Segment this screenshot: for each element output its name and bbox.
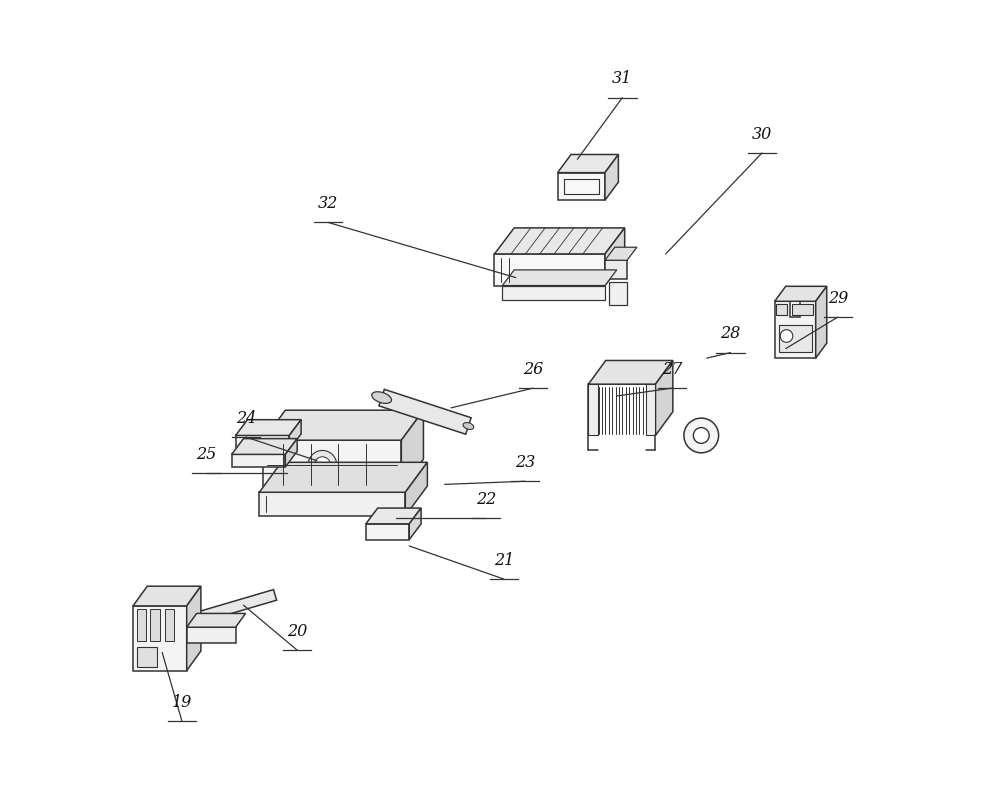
Text: 23: 23: [515, 454, 535, 471]
Polygon shape: [165, 609, 174, 641]
Circle shape: [315, 457, 330, 473]
Polygon shape: [289, 420, 301, 450]
Polygon shape: [405, 463, 427, 516]
Polygon shape: [259, 463, 427, 493]
Text: 24: 24: [236, 409, 256, 427]
Text: 19: 19: [172, 694, 192, 711]
Text: 30: 30: [752, 126, 772, 143]
Polygon shape: [137, 609, 146, 641]
Polygon shape: [232, 439, 297, 455]
Polygon shape: [187, 614, 246, 627]
Text: 21: 21: [494, 552, 514, 569]
Bar: [776, 304, 787, 314]
Polygon shape: [236, 420, 301, 436]
Polygon shape: [605, 228, 625, 285]
Polygon shape: [588, 360, 673, 384]
Polygon shape: [558, 154, 618, 173]
Polygon shape: [137, 647, 157, 668]
Text: 29: 29: [828, 290, 848, 307]
Ellipse shape: [463, 423, 474, 429]
Polygon shape: [366, 508, 421, 524]
Polygon shape: [502, 270, 617, 285]
Circle shape: [780, 329, 793, 342]
Polygon shape: [775, 286, 827, 301]
Polygon shape: [263, 410, 423, 440]
Text: 22: 22: [476, 491, 496, 508]
Polygon shape: [779, 325, 812, 352]
Polygon shape: [605, 247, 637, 261]
Text: 27: 27: [662, 361, 682, 378]
Text: 25: 25: [196, 446, 217, 463]
Polygon shape: [133, 606, 187, 671]
Polygon shape: [655, 360, 673, 436]
Bar: [792, 304, 813, 314]
Polygon shape: [379, 390, 471, 434]
Polygon shape: [609, 282, 627, 305]
Polygon shape: [409, 508, 421, 539]
Circle shape: [693, 428, 709, 444]
Polygon shape: [605, 261, 627, 280]
Polygon shape: [502, 285, 605, 299]
Text: 32: 32: [318, 195, 338, 212]
Text: 31: 31: [612, 70, 632, 87]
Polygon shape: [775, 301, 816, 358]
Polygon shape: [187, 586, 201, 671]
Polygon shape: [366, 524, 409, 539]
Text: 26: 26: [523, 361, 543, 378]
Ellipse shape: [372, 392, 391, 403]
Polygon shape: [193, 589, 277, 624]
Polygon shape: [150, 609, 160, 641]
Polygon shape: [401, 410, 423, 489]
Polygon shape: [605, 154, 618, 200]
Text: 20: 20: [287, 623, 307, 640]
Polygon shape: [263, 440, 401, 489]
Polygon shape: [646, 384, 655, 436]
Polygon shape: [494, 228, 625, 254]
Polygon shape: [133, 586, 201, 606]
Polygon shape: [285, 439, 297, 467]
Polygon shape: [816, 286, 827, 358]
Text: 28: 28: [720, 326, 741, 342]
Polygon shape: [259, 493, 405, 516]
Polygon shape: [494, 254, 605, 285]
Polygon shape: [236, 436, 289, 450]
Polygon shape: [558, 173, 605, 200]
Polygon shape: [588, 384, 598, 436]
Polygon shape: [232, 455, 285, 467]
Circle shape: [684, 418, 719, 453]
Circle shape: [308, 451, 337, 479]
Polygon shape: [187, 627, 236, 643]
